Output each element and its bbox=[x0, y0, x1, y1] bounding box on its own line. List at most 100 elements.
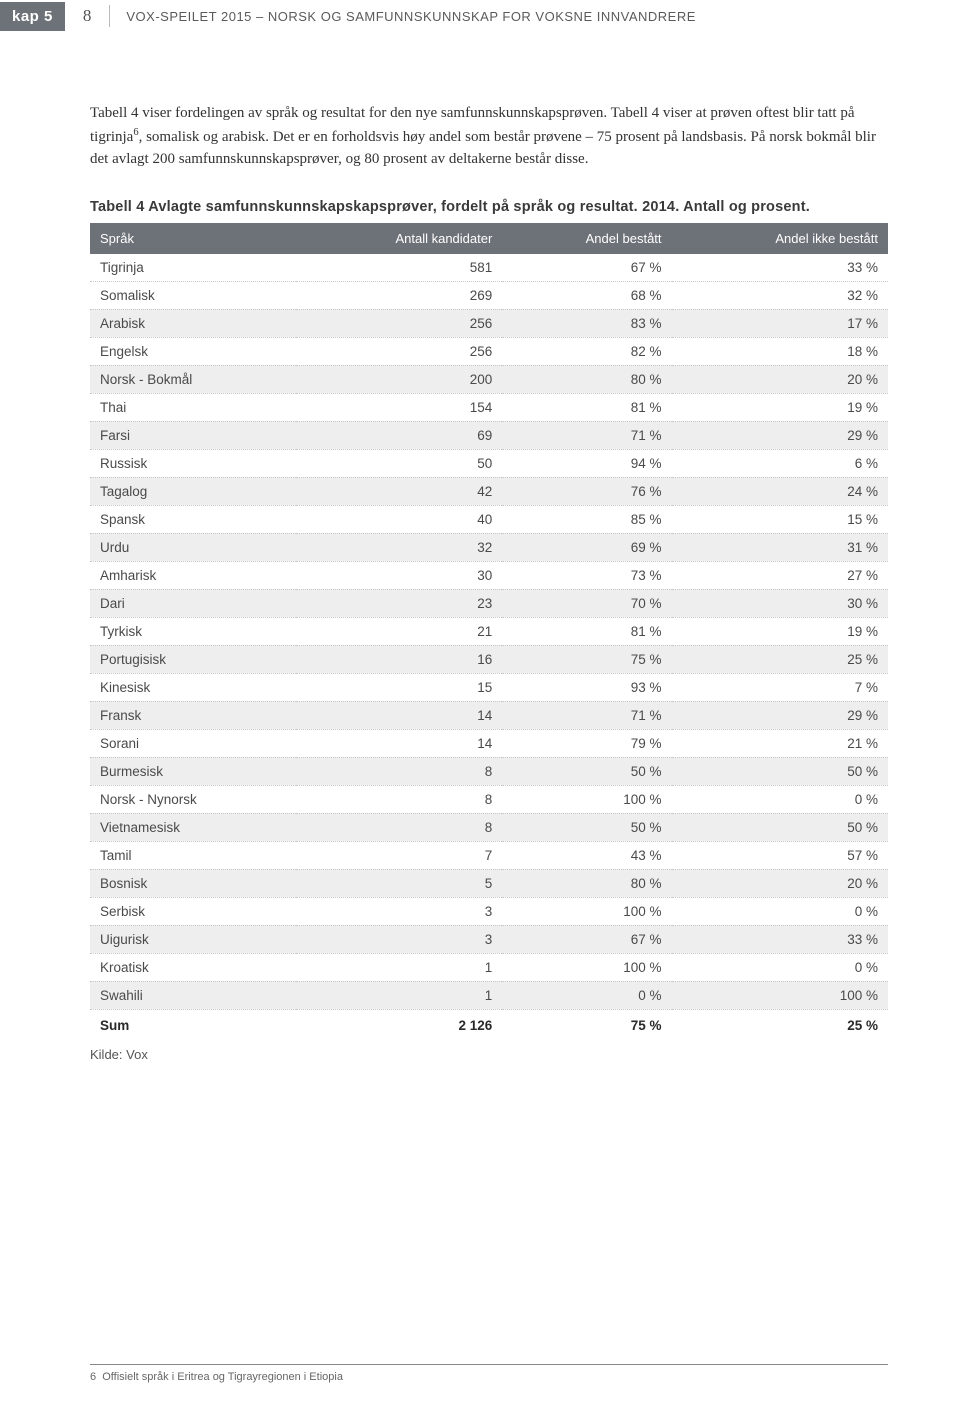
table-cell: 75 % bbox=[502, 645, 671, 673]
table-cell: 25 % bbox=[672, 645, 888, 673]
table-cell: 1 bbox=[296, 953, 502, 981]
table-cell: 69 bbox=[296, 421, 502, 449]
table-title: Tabell 4 Avlagte samfunnskunnskapskapspr… bbox=[90, 199, 888, 215]
table-cell: Uigurisk bbox=[90, 925, 296, 953]
table-cell: 17 % bbox=[672, 309, 888, 337]
table-row: Vietnamesisk850 %50 % bbox=[90, 813, 888, 841]
table-cell: Swahili bbox=[90, 981, 296, 1009]
table-row: Tagalog4276 %24 % bbox=[90, 477, 888, 505]
table-cell: 6 % bbox=[672, 449, 888, 477]
table-row: Amharisk3073 %27 % bbox=[90, 561, 888, 589]
table-cell: 0 % bbox=[672, 897, 888, 925]
table-cell: 20 % bbox=[672, 365, 888, 393]
table-cell: Norsk - Nynorsk bbox=[90, 785, 296, 813]
table-row: Dari2370 %30 % bbox=[90, 589, 888, 617]
table-cell: 15 % bbox=[672, 505, 888, 533]
table-cell: 15 bbox=[296, 673, 502, 701]
table-cell: 70 % bbox=[502, 589, 671, 617]
table-row: Tigrinja58167 %33 % bbox=[90, 254, 888, 282]
table-sum-cell: 2 126 bbox=[296, 1009, 502, 1041]
table-cell: 32 bbox=[296, 533, 502, 561]
table-cell: Tyrkisk bbox=[90, 617, 296, 645]
table-cell: Kroatisk bbox=[90, 953, 296, 981]
table-cell: 81 % bbox=[502, 617, 671, 645]
table-cell: 3 bbox=[296, 925, 502, 953]
table-cell: 80 % bbox=[502, 365, 671, 393]
table-sum-row: Sum2 12675 %25 % bbox=[90, 1009, 888, 1041]
table-cell: 81 % bbox=[502, 393, 671, 421]
table-row: Serbisk3100 %0 % bbox=[90, 897, 888, 925]
footnote-area: 6 Offisielt språk i Eritrea og Tigrayreg… bbox=[90, 1364, 888, 1383]
table-cell: 200 bbox=[296, 365, 502, 393]
table-cell: 71 % bbox=[502, 421, 671, 449]
doc-title: VOX-SPEILET 2015 – NORSK OG SAMFUNNSKUNN… bbox=[126, 9, 696, 24]
table-cell: Bosnisk bbox=[90, 869, 296, 897]
table-source: Kilde: Vox bbox=[90, 1047, 888, 1062]
table-cell: 76 % bbox=[502, 477, 671, 505]
header-divider bbox=[109, 5, 110, 27]
table-cell: 82 % bbox=[502, 337, 671, 365]
col-bestatt: Andel bestått bbox=[502, 223, 671, 254]
table-row: Engelsk25682 %18 % bbox=[90, 337, 888, 365]
table-cell: 7 % bbox=[672, 673, 888, 701]
table-cell: 67 % bbox=[502, 925, 671, 953]
table-cell: Tamil bbox=[90, 841, 296, 869]
table-cell: 0 % bbox=[672, 785, 888, 813]
table-row: Sorani1479 %21 % bbox=[90, 729, 888, 757]
table-cell: 29 % bbox=[672, 701, 888, 729]
table-cell: 20 % bbox=[672, 869, 888, 897]
table-cell: 73 % bbox=[502, 561, 671, 589]
table-cell: 16 bbox=[296, 645, 502, 673]
footnote-rule bbox=[90, 1364, 888, 1365]
table-cell: 100 % bbox=[672, 981, 888, 1009]
table-cell: Vietnamesisk bbox=[90, 813, 296, 841]
table-cell: 19 % bbox=[672, 393, 888, 421]
table-cell: 256 bbox=[296, 309, 502, 337]
footnote-text: 6 Offisielt språk i Eritrea og Tigrayreg… bbox=[90, 1371, 888, 1383]
table-cell: 18 % bbox=[672, 337, 888, 365]
col-sprak: Språk bbox=[90, 223, 296, 254]
table-cell: 154 bbox=[296, 393, 502, 421]
table-row: Tyrkisk2181 %19 % bbox=[90, 617, 888, 645]
table-cell: Serbisk bbox=[90, 897, 296, 925]
table-cell: Tigrinja bbox=[90, 254, 296, 282]
table-cell: Russisk bbox=[90, 449, 296, 477]
intro-paragraph: Tabell 4 viser fordelingen av språk og r… bbox=[90, 102, 888, 171]
paragraph-after: , somalisk og arabisk. Det er en forhold… bbox=[90, 129, 876, 168]
table-cell: Arabisk bbox=[90, 309, 296, 337]
table-cell: 33 % bbox=[672, 254, 888, 282]
table-cell: 33 % bbox=[672, 925, 888, 953]
table-row: Norsk - Bokmål20080 %20 % bbox=[90, 365, 888, 393]
table-cell: 71 % bbox=[502, 701, 671, 729]
table-cell: 0 % bbox=[502, 981, 671, 1009]
table-cell: Spansk bbox=[90, 505, 296, 533]
table-cell: Tagalog bbox=[90, 477, 296, 505]
table-row: Russisk5094 %6 % bbox=[90, 449, 888, 477]
table-cell: 8 bbox=[296, 813, 502, 841]
table-row: Burmesisk850 %50 % bbox=[90, 757, 888, 785]
table-cell: 67 % bbox=[502, 254, 671, 282]
table-cell: 24 % bbox=[672, 477, 888, 505]
table-cell: 85 % bbox=[502, 505, 671, 533]
table-cell: Norsk - Bokmål bbox=[90, 365, 296, 393]
table-cell: 1 bbox=[296, 981, 502, 1009]
table-row: Urdu3269 %31 % bbox=[90, 533, 888, 561]
table-cell: Portugisisk bbox=[90, 645, 296, 673]
table-row: Bosnisk580 %20 % bbox=[90, 869, 888, 897]
table-cell: 14 bbox=[296, 701, 502, 729]
table-cell: 42 bbox=[296, 477, 502, 505]
table-cell: 581 bbox=[296, 254, 502, 282]
table-cell: 57 % bbox=[672, 841, 888, 869]
table-cell: 69 % bbox=[502, 533, 671, 561]
table-cell: 31 % bbox=[672, 533, 888, 561]
table-row: Farsi6971 %29 % bbox=[90, 421, 888, 449]
table-sum-cell: 75 % bbox=[502, 1009, 671, 1041]
table-cell: 32 % bbox=[672, 281, 888, 309]
table-cell: 14 bbox=[296, 729, 502, 757]
table-cell: Dari bbox=[90, 589, 296, 617]
table-cell: Somalisk bbox=[90, 281, 296, 309]
table-cell: 50 % bbox=[502, 757, 671, 785]
table-row: Portugisisk1675 %25 % bbox=[90, 645, 888, 673]
table-cell: 50 % bbox=[672, 813, 888, 841]
table-row: Uigurisk367 %33 % bbox=[90, 925, 888, 953]
